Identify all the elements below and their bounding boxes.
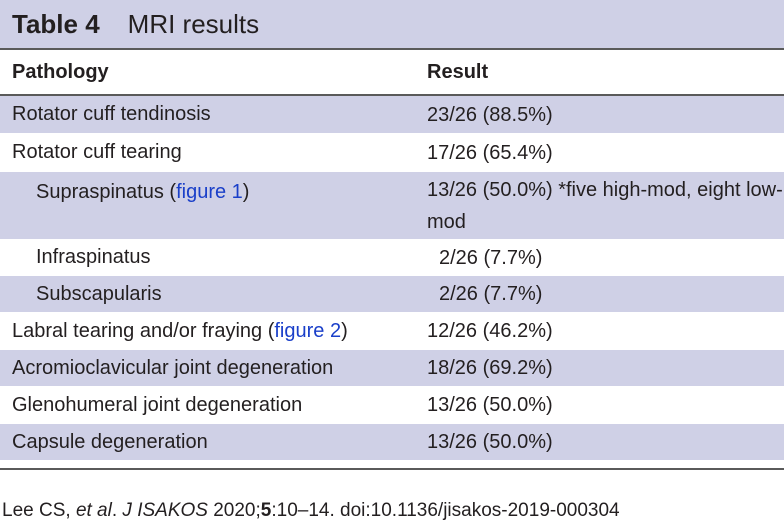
citation-dot: . bbox=[111, 500, 123, 521]
pathology-text: Labral tearing and/or fraying ( bbox=[12, 319, 275, 342]
pathology-text-suffix: ) bbox=[242, 181, 250, 203]
table-title-bar: Table 4 MRI results bbox=[0, 0, 784, 50]
result-cell: 13/26 (50.0%) *five high-mod, eight low-… bbox=[427, 179, 783, 233]
pathology-cell: Supraspinatus (figure 1) bbox=[0, 172, 415, 208]
table-row: Capsule degeneration 13/26 (50.0%) bbox=[0, 424, 784, 461]
figure-2-link[interactable]: figure 2 bbox=[274, 319, 342, 342]
result-cell: 2/26 (7.7%) bbox=[439, 246, 543, 269]
table-bottom-rule bbox=[0, 468, 784, 470]
table-row: Glenohumeral joint degeneration 13/26 (5… bbox=[0, 387, 784, 424]
table-row: Infraspinatus 2/26 (7.7%) bbox=[0, 240, 784, 276]
table-label: Table 4 bbox=[12, 8, 100, 39]
result-cell: 23/26 (88.5%) bbox=[427, 103, 553, 126]
table-row: Rotator cuff tendinosis 23/26 (88.5%) bbox=[0, 96, 784, 134]
table-title: MRI results bbox=[127, 8, 260, 39]
result-cell: 13/26 (50.0%) bbox=[427, 431, 553, 453]
citation-line: Lee CS, et al. J ISAKOS 2020;5:10–14. do… bbox=[2, 500, 620, 522]
header-pathology: Pathology bbox=[12, 60, 109, 83]
table-row: Supraspinatus (figure 1) 13/26 (50.0%) *… bbox=[0, 172, 784, 240]
result-cell: 2/26 (7.7%) bbox=[439, 283, 543, 305]
pathology-text-suffix: ) bbox=[341, 319, 348, 342]
table-header-row: Pathology Result bbox=[0, 50, 784, 96]
citation-volume: 5 bbox=[260, 500, 272, 521]
table-row: Labral tearing and/or fraying (figure 2)… bbox=[0, 313, 784, 350]
citation-year: 2020; bbox=[207, 500, 261, 521]
citation-etal: et al bbox=[75, 500, 112, 521]
table-row: Rotator cuff tearing 17/26 (65.4%) bbox=[0, 134, 784, 172]
pathology-text: Supraspinatus ( bbox=[36, 181, 177, 203]
result-cell: 12/26 (46.2%) bbox=[427, 320, 553, 342]
pathology-cell: Infraspinatus bbox=[36, 246, 151, 268]
header-result: Result bbox=[427, 61, 489, 83]
mri-results-table: Table 4 MRI results Pathology Result Rot… bbox=[0, 0, 784, 461]
pathology-cell: Acromioclavicular joint degeneration bbox=[12, 356, 334, 379]
result-cell: 13/26 (50.0%) bbox=[427, 394, 553, 416]
pathology-cell: Glenohumeral joint degeneration bbox=[12, 393, 303, 416]
pathology-cell: Subscapularis bbox=[36, 282, 162, 305]
pathology-cell: Rotator cuff tearing bbox=[12, 141, 182, 163]
table-row: Subscapularis 2/26 (7.7%) bbox=[0, 276, 784, 313]
citation-authors: Lee CS, bbox=[2, 500, 76, 521]
pathology-cell: Capsule degeneration bbox=[12, 430, 208, 453]
result-cell: 17/26 (65.4%) bbox=[427, 141, 553, 164]
result-cell: 18/26 (69.2%) bbox=[427, 357, 553, 379]
citation-pages-doi: :10–14. doi:10.1136/jisakos-2019-000304 bbox=[271, 500, 620, 521]
pathology-cell: Rotator cuff tendinosis bbox=[12, 103, 211, 125]
pathology-cell: Labral tearing and/or fraying (figure 2) bbox=[0, 320, 415, 343]
citation-journal: J ISAKOS bbox=[122, 500, 208, 521]
figure-1-link[interactable]: figure 1 bbox=[176, 181, 243, 203]
table-row: Acromioclavicular joint degeneration 18/… bbox=[0, 350, 784, 387]
